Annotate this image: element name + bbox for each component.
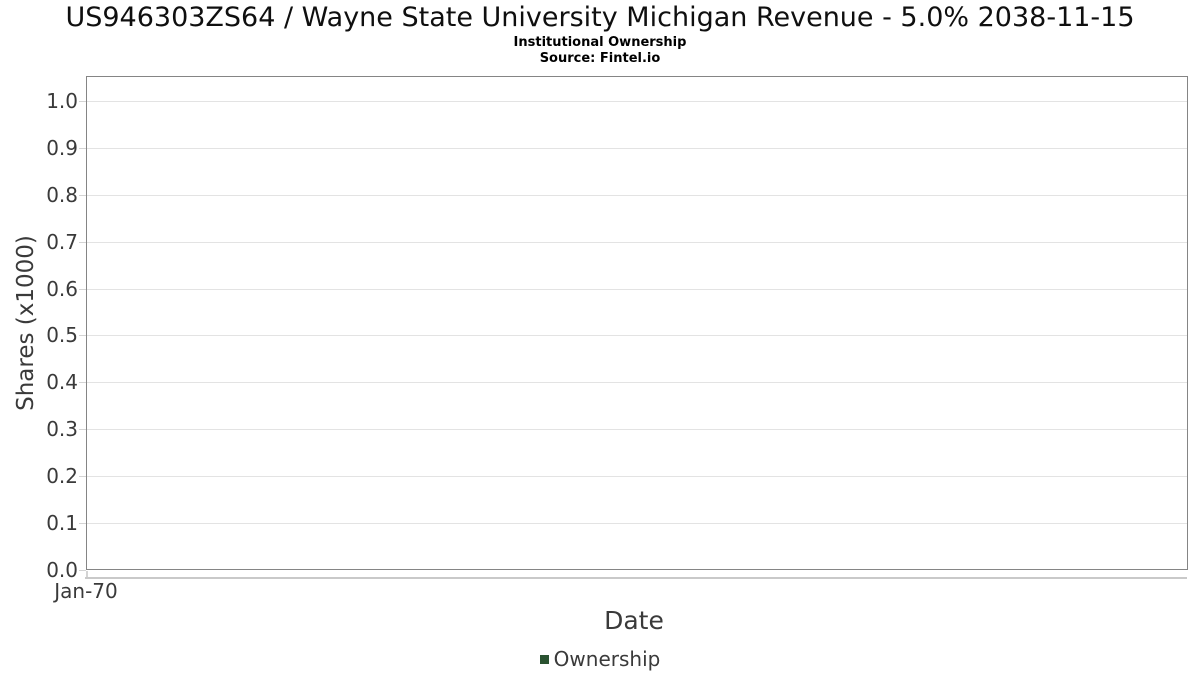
gridline (87, 289, 1187, 290)
gridline (87, 242, 1187, 243)
y-tick-mark (79, 382, 86, 383)
y-tick-label: 0.9 (46, 136, 78, 160)
y-tick-label: 0.2 (46, 464, 78, 488)
gridline (87, 429, 1187, 430)
gridline (87, 335, 1187, 336)
gridline (87, 523, 1187, 524)
y-tick-mark (79, 429, 86, 430)
x-tick-label: Jan-70 (54, 579, 118, 603)
y-tick-mark (79, 335, 86, 336)
x-tick-mark (86, 571, 88, 577)
y-tick-label: 0.5 (46, 323, 78, 347)
y-tick-label: 0.8 (46, 183, 78, 207)
y-tick-mark (79, 570, 86, 571)
y-tick-label: 1.0 (46, 89, 78, 113)
gridline (87, 195, 1187, 196)
y-tick-mark (79, 101, 86, 102)
gridline (87, 382, 1187, 383)
gridline (87, 148, 1187, 149)
y-tick-label: 0.7 (46, 230, 78, 254)
y-tick-mark (79, 476, 86, 477)
y-tick-mark (79, 523, 86, 524)
gridline (87, 101, 1187, 102)
legend: Ownership (0, 645, 1200, 673)
y-tick-label: 0.0 (46, 558, 78, 582)
legend-item[interactable]: Ownership (539, 647, 661, 671)
y-tick-mark (79, 242, 86, 243)
y-tick-mark (79, 148, 86, 149)
y-tick-label: 0.1 (46, 511, 78, 535)
y-tick-label: 0.6 (46, 277, 78, 301)
legend-marker-icon (539, 655, 549, 664)
chart-title: US946303ZS64 / Wayne State University Mi… (65, 2, 1135, 33)
plot-area (86, 76, 1188, 570)
chart-source: Source: Fintel.io (539, 51, 661, 66)
y-tick-label: 0.4 (46, 370, 78, 394)
y-tick-mark (79, 289, 86, 290)
x-axis-title: Date (604, 606, 664, 635)
y-tick-mark (79, 195, 86, 196)
chart-subtitle: Institutional Ownership (513, 35, 687, 50)
legend-label: Ownership (553, 647, 661, 671)
gridline (87, 476, 1187, 477)
x-axis-line (85, 577, 1187, 579)
y-tick-label: 0.3 (46, 417, 78, 441)
